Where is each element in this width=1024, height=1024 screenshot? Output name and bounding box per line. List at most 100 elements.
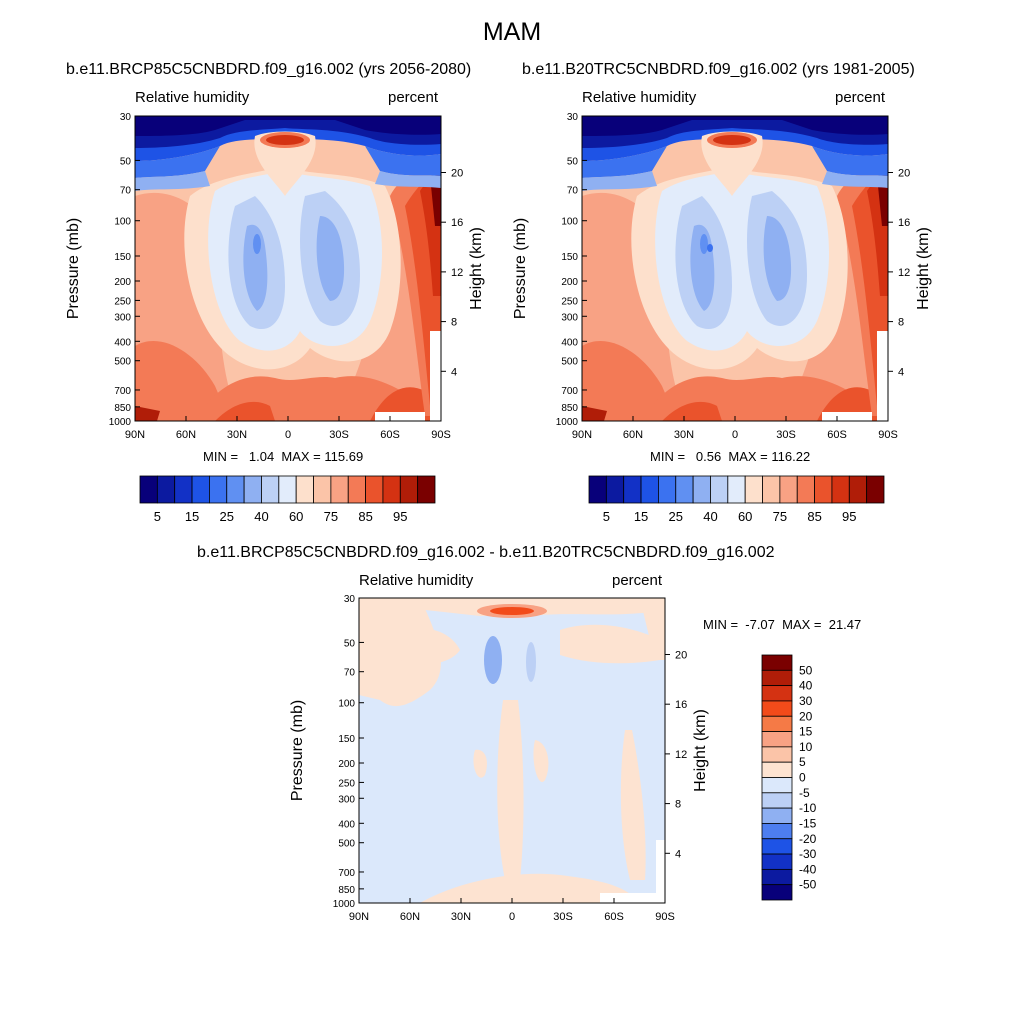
diff-min-max: MIN = -7.07 MAX = 21.47 bbox=[703, 617, 862, 632]
diff-case-title: b.e11.BRCP85C5CNBDRD.f09_g16.002 - b.e11… bbox=[197, 544, 775, 561]
latitude-tick-label: 60N bbox=[623, 429, 643, 441]
height-tick-label: 12 bbox=[451, 267, 463, 279]
pressure-tick-label: 30 bbox=[344, 594, 356, 605]
colorbar-swatch bbox=[761, 823, 793, 840]
panel1-min-max: MIN = 1.04 MAX = 115.69 bbox=[203, 449, 364, 464]
latitude-tick-label: 90S bbox=[878, 429, 898, 441]
colorbar-label: 85 bbox=[358, 509, 372, 524]
latitude-tick-label: 60S bbox=[380, 429, 400, 441]
latitude-tick-label: 90N bbox=[349, 911, 369, 923]
pressure-tick-label: 300 bbox=[114, 312, 131, 323]
pressure-tick-label: 700 bbox=[561, 386, 578, 397]
colorbar-swatch bbox=[761, 654, 793, 671]
pressure-tick-label: 30 bbox=[567, 112, 579, 123]
pressure-tick-label: 50 bbox=[567, 156, 579, 167]
colorbar-swatch bbox=[174, 475, 193, 504]
colorbar-label: 50 bbox=[799, 663, 813, 677]
colorbar-swatch bbox=[761, 838, 793, 855]
colorbar-label: 85 bbox=[807, 509, 821, 524]
pressure-tick-label: 400 bbox=[338, 819, 355, 830]
diff-field-label: Relative humidity bbox=[359, 572, 474, 589]
colorbar-label: 20 bbox=[799, 709, 813, 723]
pressure-tick-label: 500 bbox=[114, 357, 131, 368]
colorbar-swatch bbox=[796, 475, 815, 504]
latitude-tick-label: 60S bbox=[827, 429, 847, 441]
y-axis-label: Pressure (mb) bbox=[289, 700, 306, 801]
pressure-tick-label: 700 bbox=[338, 868, 355, 879]
colorbar-label: 25 bbox=[669, 509, 683, 524]
colorbar-label: 15 bbox=[185, 509, 199, 524]
colorbar-label: 60 bbox=[289, 509, 303, 524]
colorbar-swatch bbox=[605, 475, 625, 504]
panel1-units-label: percent bbox=[388, 89, 439, 106]
latitude-tick-label: 60N bbox=[176, 429, 196, 441]
pressure-tick-label: 50 bbox=[344, 638, 356, 649]
latitude-tick-label: 30S bbox=[553, 911, 573, 923]
latitude-tick-label: 60S bbox=[604, 911, 624, 923]
pressure-tick-label: 100 bbox=[338, 699, 355, 710]
pressure-tick-label: 200 bbox=[338, 759, 355, 770]
latitude-tick-label: 90S bbox=[655, 911, 675, 923]
colorbar-label: -15 bbox=[799, 816, 817, 830]
panel2-colorbar: 5 15 25 40 60 75 85 95 bbox=[588, 475, 885, 524]
height-tick-label: 20 bbox=[675, 649, 687, 661]
pressure-tick-label: 300 bbox=[561, 312, 578, 323]
colorbar-swatch bbox=[761, 669, 793, 687]
colorbar-swatch bbox=[761, 777, 793, 794]
colorbar-label: -50 bbox=[799, 878, 817, 892]
colorbar-label: 95 bbox=[393, 509, 407, 524]
height-tick-label: 12 bbox=[675, 749, 687, 761]
pressure-tick-label: 150 bbox=[114, 252, 131, 263]
colorbar-swatch bbox=[243, 475, 262, 504]
colorbar-swatch bbox=[640, 475, 659, 504]
pressure-tick-label: 200 bbox=[114, 277, 131, 288]
latitude-tick-label: 0 bbox=[509, 911, 515, 923]
colorbar-swatch bbox=[261, 475, 280, 504]
y-axis-right-label: Height (km) bbox=[468, 227, 485, 310]
main-title: MAM bbox=[482, 18, 542, 46]
pressure-tick-label: 100 bbox=[114, 217, 131, 228]
panel2-axes: 30 50 70 100 150 200 250 300 400 500 700 850 1000 20 1… bbox=[512, 112, 932, 441]
colorbar-swatch bbox=[761, 731, 793, 748]
pressure-tick-label: 70 bbox=[344, 668, 356, 679]
colorbar-swatch bbox=[365, 475, 384, 504]
panel1-axes: 30 50 70 100 150 200 250 300 400 500 700 850 1000 20 1… bbox=[65, 112, 485, 441]
colorbar-swatch bbox=[295, 475, 314, 504]
colorbar-swatch bbox=[831, 475, 850, 504]
pressure-tick-label: 50 bbox=[120, 156, 132, 167]
height-tick-label: 20 bbox=[898, 167, 910, 179]
pressure-tick-label: 850 bbox=[114, 403, 131, 414]
colorbar-swatch bbox=[848, 475, 868, 504]
colorbar-swatch bbox=[761, 761, 793, 778]
colorbar-label: -40 bbox=[799, 862, 817, 876]
latitude-tick-label: 30N bbox=[227, 429, 247, 441]
panel1-field-label: Relative humidity bbox=[135, 89, 250, 106]
colorbar-label: 40 bbox=[799, 679, 813, 693]
colorbar-swatch bbox=[814, 475, 833, 504]
colorbar-swatch bbox=[727, 475, 746, 504]
pressure-tick-label: 250 bbox=[114, 296, 131, 307]
colorbar-swatch bbox=[762, 475, 781, 504]
latitude-tick-label: 30N bbox=[674, 429, 694, 441]
colorbar-label: 5 bbox=[603, 509, 610, 524]
colorbar-swatch bbox=[347, 475, 366, 504]
colorbar-label: 15 bbox=[799, 725, 813, 739]
panel1-colorbar: 5 15 25 40 60 75 85 95 bbox=[139, 475, 436, 524]
colorbar-label: 95 bbox=[842, 509, 856, 524]
pressure-tick-label: 300 bbox=[338, 794, 355, 805]
colorbar-label: 40 bbox=[254, 509, 268, 524]
panel2-plot: 30 50 70 100 150 200 250 300 400 500 700 850 1000 20 1… bbox=[512, 112, 932, 441]
pressure-tick-label: 1000 bbox=[109, 417, 132, 428]
colorbar-swatch bbox=[209, 475, 228, 504]
colorbar-swatch bbox=[761, 715, 793, 732]
latitude-tick-label: 0 bbox=[732, 429, 738, 441]
colorbar-swatch bbox=[588, 475, 607, 504]
latitude-tick-label: 30S bbox=[776, 429, 796, 441]
height-tick-label: 20 bbox=[451, 167, 463, 179]
colorbar-label: 15 bbox=[634, 509, 648, 524]
colorbar-swatch bbox=[761, 792, 793, 809]
colorbar-swatch bbox=[761, 700, 793, 717]
colorbar-swatch bbox=[139, 475, 158, 504]
height-tick-label: 8 bbox=[451, 317, 457, 329]
